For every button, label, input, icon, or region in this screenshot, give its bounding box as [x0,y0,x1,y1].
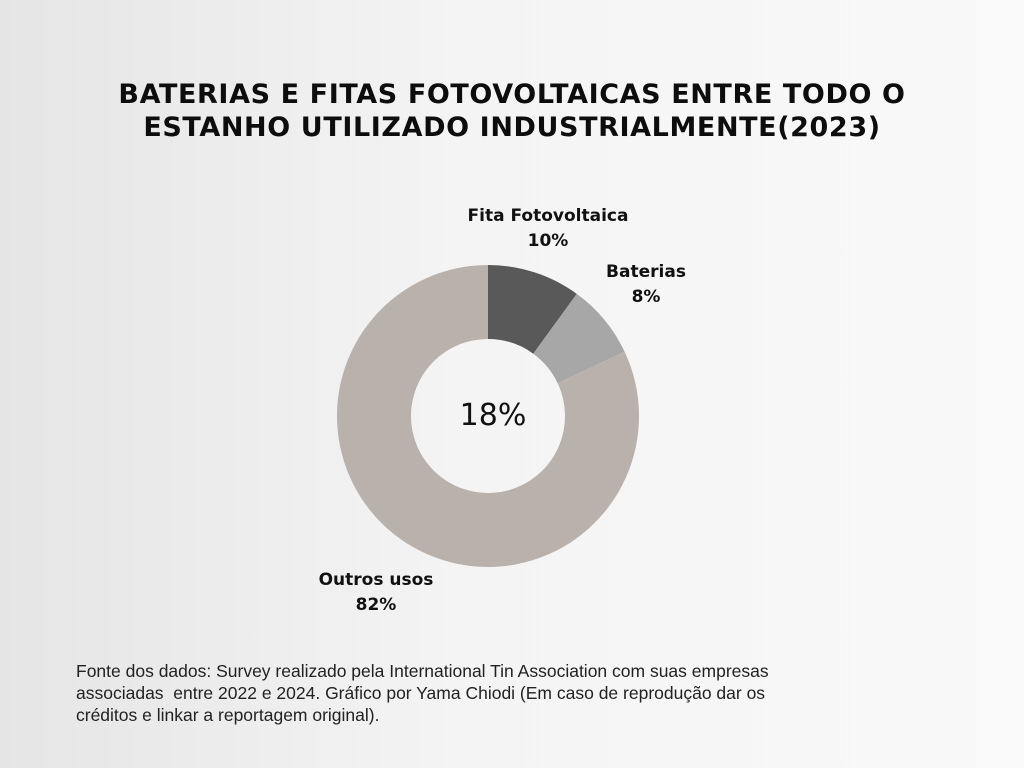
chart-title-line-2: ESTANHO UTILIZADO INDUSTRIALMENTE(2023) [143,112,881,143]
source-note-line-1: Fonte dos dados: Survey realizado pela I… [76,661,769,681]
donut-slice-outros-usos [337,265,639,567]
slice-label-outros-usos-name: Outros usos [318,570,434,590]
donut-slice-baterias [533,293,625,384]
donut-center-label: 18% [459,398,527,433]
slice-label-fita-fotovoltaica-name: Fita Fotovoltaica [467,206,629,226]
donut-slice-fita-fotovoltaica [488,265,577,354]
slice-label-outros-usos: Outros usos 82% [296,568,456,618]
slice-label-outros-usos-value: 82% [355,595,397,615]
source-note-line-3: créditos e linkar a reportagem original)… [76,705,380,725]
source-note: Fonte dos dados: Survey realizado pela I… [76,660,956,726]
slice-label-baterias: Baterias 8% [586,260,706,310]
slice-label-fita-fotovoltaica: Fita Fotovoltaica 10% [438,204,658,254]
slice-label-baterias-name: Baterias [606,262,686,282]
source-note-line-2: associadas entre 2022 e 2024. Gráfico po… [76,683,766,703]
chart-title-line-1: BATERIAS E FITAS FOTOVOLTAICAS ENTRE TOD… [118,79,906,110]
slice-label-baterias-value: 8% [631,287,661,307]
slice-label-fita-fotovoltaica-value: 10% [527,231,569,251]
chart-title: BATERIAS E FITAS FOTOVOLTAICAS ENTRE TOD… [62,78,962,144]
